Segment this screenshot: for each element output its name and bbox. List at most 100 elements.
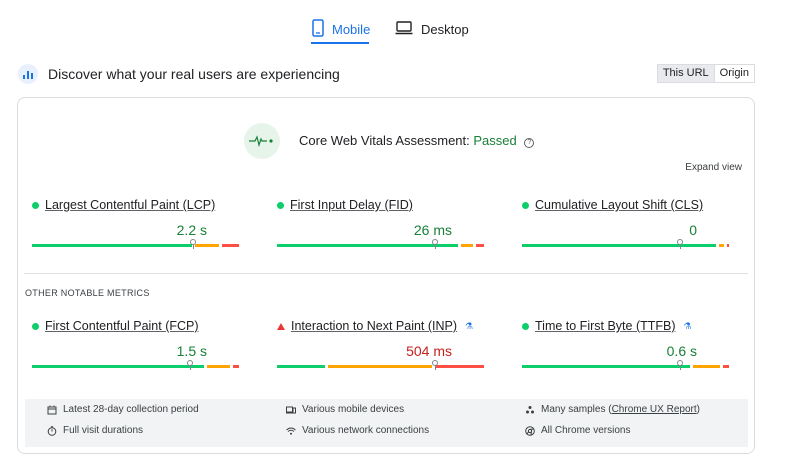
- tab-desktop[interactable]: Desktop: [395, 14, 469, 44]
- bar-segment-good: [277, 365, 326, 368]
- metric-value: 2.2 s: [176, 222, 207, 238]
- metric-header: Largest Contentful Paint (LCP): [32, 198, 215, 212]
- info-durations: Full visit durations: [47, 425, 143, 436]
- metric-name[interactable]: Interaction to Next Paint (INP): [291, 319, 458, 333]
- metric-fid: First Input Delay (FID) 26 ms: [277, 198, 491, 258]
- p75-marker: [432, 239, 439, 245]
- metric-header: Interaction to Next Paint (INP) ⚗: [277, 319, 473, 333]
- chrome-icon: [525, 425, 535, 436]
- p75-marker-line: [435, 365, 437, 370]
- tab-mobile[interactable]: Mobile: [312, 14, 370, 44]
- bar-segment-needs-improvement: [207, 365, 231, 368]
- bar-segment-good: [522, 244, 716, 247]
- good-dot-icon: [522, 201, 529, 209]
- samples-icon: [525, 405, 535, 415]
- metric-fcp: First Contentful Paint (FCP) 1.5 s: [32, 319, 246, 379]
- bar-segment-needs-improvement: [693, 365, 721, 368]
- good-dot-icon: [522, 322, 529, 330]
- distribution-bar: [32, 239, 246, 249]
- assessment-label: Core Web Vitals Assessment:: [299, 133, 474, 148]
- metric-value: 504 ms: [406, 343, 452, 359]
- expand-view-button[interactable]: Expand view: [685, 162, 742, 173]
- info-network: Various network connections: [286, 425, 429, 436]
- metric-header: Time to First Byte (TTFB) ⚗: [522, 319, 692, 333]
- p75-marker: [677, 239, 684, 245]
- chrome-ux-report-link[interactable]: Chrome UX Report: [611, 404, 697, 415]
- help-icon[interactable]: ?: [524, 138, 535, 148]
- mobile-icon: [312, 18, 324, 40]
- field-data-card: Core Web Vitals Assessment: Passed ? Exp…: [17, 97, 755, 454]
- field-data-header: Discover what your real users are experi…: [18, 60, 755, 88]
- p75-marker: [432, 360, 439, 366]
- p75-marker-line: [190, 365, 192, 370]
- metric-name[interactable]: Largest Contentful Paint (LCP): [45, 198, 216, 212]
- p75-marker-line: [192, 244, 194, 249]
- distribution-bar: [522, 239, 736, 249]
- info-samples: Many samples (Chrome UX Report): [525, 404, 700, 415]
- collection-info-panel: Latest 28-day collection period Full vis…: [25, 399, 748, 447]
- metric-header: First Input Delay (FID): [277, 198, 413, 212]
- poor-triangle-icon: [277, 322, 285, 330]
- metric-header: Cumulative Layout Shift (CLS): [522, 198, 703, 212]
- bar-segment-needs-improvement: [461, 244, 473, 247]
- distribution-bar: [32, 360, 246, 370]
- info-durations-text: Full visit durations: [63, 425, 144, 436]
- bar-segment-good: [277, 244, 459, 247]
- info-period-text: Latest 28-day collection period: [63, 404, 199, 415]
- info-versions-text: All Chrome versions: [541, 425, 631, 436]
- metric-ttfb: Time to First Byte (TTFB) ⚗ 0.6 s: [522, 319, 736, 379]
- distribution-bar: [522, 360, 736, 370]
- info-samples-text: Many samples (Chrome UX Report): [541, 404, 700, 415]
- wifi-icon: [286, 426, 296, 436]
- bar-segment-needs-improvement: [718, 244, 725, 247]
- bar-segment-good: [522, 365, 691, 368]
- field-data-title: Discover what your real users are experi…: [48, 66, 340, 82]
- tab-mobile-label: Mobile: [332, 21, 371, 37]
- info-devices: Various mobile devices: [286, 404, 404, 415]
- assessment-line: Core Web Vitals Assessment: Passed ?: [299, 133, 535, 148]
- url-origin-toggle: This URL Origin: [656, 64, 755, 83]
- metric-value: 0: [689, 222, 697, 238]
- crux-icon: [18, 64, 38, 84]
- info-period: Latest 28-day collection period: [47, 404, 199, 415]
- metric-name[interactable]: Cumulative Layout Shift (CLS): [535, 198, 704, 212]
- good-dot-icon: [32, 201, 39, 209]
- metric-name[interactable]: First Contentful Paint (FCP): [45, 319, 199, 333]
- p75-marker-line: [680, 244, 682, 249]
- good-dot-icon: [32, 322, 39, 330]
- bar-segment-needs-improvement: [194, 244, 220, 247]
- tab-desktop-label: Desktop: [421, 21, 469, 37]
- this-url-button[interactable]: This URL: [657, 65, 715, 82]
- metric-name[interactable]: Time to First Byte (TTFB): [535, 319, 676, 333]
- metric-name[interactable]: First Input Delay (FID): [290, 198, 413, 212]
- experimental-flask-icon: ⚗: [465, 320, 474, 331]
- devices-icon: [286, 405, 296, 415]
- p75-marker-line: [680, 365, 682, 370]
- active-tab-indicator: [311, 42, 369, 44]
- samples-prefix: Many samples (: [541, 404, 612, 415]
- bar-segment-needs-improvement: [328, 365, 433, 368]
- bar-segment-good: [32, 244, 192, 247]
- bar-segment-poor: [727, 244, 729, 247]
- other-metrics-label: OTHER NOTABLE METRICS: [25, 288, 150, 298]
- origin-button[interactable]: Origin: [719, 67, 749, 79]
- info-network-text: Various network connections: [302, 425, 430, 436]
- info-devices-text: Various mobile devices: [302, 404, 405, 415]
- device-tabs: Mobile Desktop: [0, 14, 800, 46]
- timer-icon: [47, 425, 57, 436]
- assessment-status: Passed: [473, 133, 517, 148]
- p75-marker: [677, 360, 684, 366]
- vitals-pulse-icon: [244, 123, 280, 159]
- calendar-icon: [47, 405, 57, 415]
- metric-value: 0.6 s: [666, 343, 697, 359]
- distribution-bar: [277, 239, 491, 249]
- metric-value: 26 ms: [413, 222, 452, 238]
- section-divider: [24, 273, 748, 274]
- metric-lcp: Largest Contentful Paint (LCP) 2.2 s: [32, 198, 246, 258]
- metric-inp: Interaction to Next Paint (INP) ⚗ 504 ms: [277, 319, 491, 379]
- metric-cls: Cumulative Layout Shift (CLS) 0: [522, 198, 736, 258]
- experimental-flask-icon: ⚗: [683, 320, 692, 331]
- p75-marker: [189, 239, 196, 245]
- bar-segment-poor: [233, 365, 239, 368]
- desktop-icon: [395, 20, 413, 38]
